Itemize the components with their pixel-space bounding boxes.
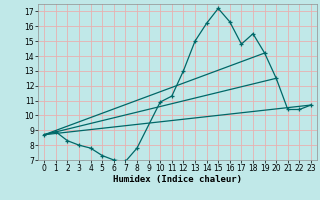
X-axis label: Humidex (Indice chaleur): Humidex (Indice chaleur): [113, 175, 242, 184]
